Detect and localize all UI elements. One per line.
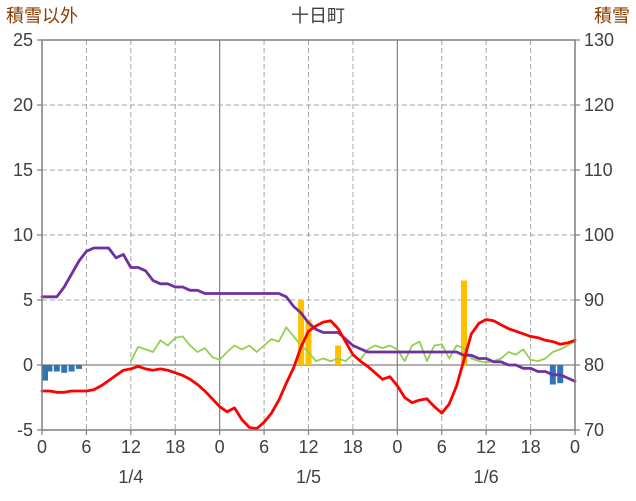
x-axis-tick-label: 0: [37, 437, 47, 457]
x-axis-tick-label: 12: [298, 437, 318, 457]
x-axis-tick-label: 0: [570, 437, 580, 457]
orange-bars: [298, 280, 467, 365]
x-axis-tick-label: 0: [215, 437, 225, 457]
x-axis-tick-label: 12: [121, 437, 141, 457]
right-axis-tick-label: 70: [584, 420, 604, 440]
date-label: 1/5: [296, 467, 321, 487]
left-axis-tick-label: 0: [23, 355, 33, 375]
left-axis-tick-label: 15: [13, 160, 33, 180]
date-label: 1/4: [118, 467, 143, 487]
x-axis-tick-label: 6: [437, 437, 447, 457]
blue-bars-bar: [46, 365, 53, 372]
x-axis-tick-label: 0: [392, 437, 402, 457]
left-axis-tick-label: 25: [13, 30, 33, 50]
left-axis-tick-label: 5: [23, 290, 33, 310]
blue-bars-bar: [42, 365, 48, 381]
left-axis-tick-label: -5: [17, 420, 33, 440]
orange-bars-bar: [298, 300, 305, 365]
x-axis-tick-label: 6: [81, 437, 91, 457]
right-axis-tick-label: 120: [584, 95, 614, 115]
blue-bars-bar: [61, 365, 68, 373]
x-axis-tick-label: 18: [165, 437, 185, 457]
right-axis-tick-label: 110: [584, 160, 613, 180]
orange-bars-bar: [305, 319, 312, 365]
right-axis-tick-label: 130: [584, 30, 614, 50]
x-axis-tick-label: 12: [476, 437, 496, 457]
x-axis-tick-label: 18: [521, 437, 541, 457]
x-axis-tick-label: 6: [259, 437, 269, 457]
left-axis-title: 積雪以外: [6, 6, 78, 26]
right-axis-tick-label: 100: [584, 225, 614, 245]
blue-bars-bar: [53, 365, 60, 372]
right-axis-tick-label: 80: [584, 355, 604, 375]
date-label: 1/6: [474, 467, 499, 487]
x-axis-tick-label: 18: [343, 437, 363, 457]
blue-bars-bar: [68, 365, 75, 372]
blue-bars-bar: [76, 365, 82, 369]
left-axis-tick-label: 20: [13, 95, 33, 115]
right-axis-title: 積雪: [594, 6, 630, 26]
purple-line: [40, 246, 577, 383]
red-line: [40, 318, 577, 431]
orange-bars-bar: [461, 280, 467, 365]
left-axis-tick-label: 10: [13, 225, 33, 245]
orange-bars-bar: [335, 345, 342, 365]
right-axis-tick-label: 90: [584, 290, 604, 310]
blue-bars: [42, 365, 564, 385]
